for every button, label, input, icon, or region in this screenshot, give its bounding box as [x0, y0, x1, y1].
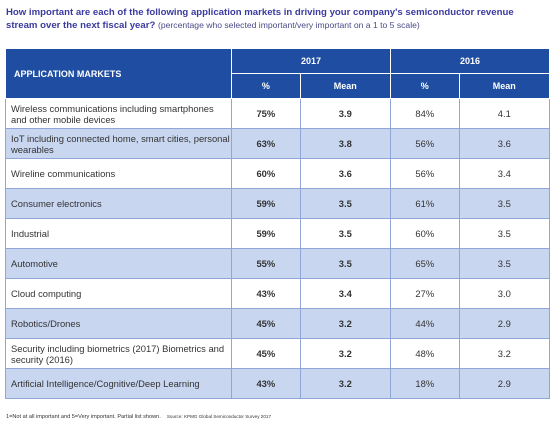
- value-cell: 3.4: [458, 158, 551, 189]
- market-cell: Cloud computing: [5, 278, 232, 309]
- value-cell: 3.6: [458, 128, 551, 159]
- value-cell: 3.5: [299, 248, 391, 279]
- value-cell: 18%: [389, 368, 460, 399]
- value-cell: 43%: [231, 278, 301, 309]
- title: How important are each of the following …: [6, 7, 546, 32]
- value-cell: 3.5: [458, 218, 551, 249]
- subheader-row: % Mean% Mean: [6, 73, 551, 99]
- value-cell: 3.2: [299, 338, 391, 369]
- market-cell: Robotics/Drones: [5, 308, 232, 339]
- market-cell: Wireless communications including smartp…: [5, 98, 232, 129]
- table-row: Industrial 59% 3.5 60% 3.5: [5, 218, 551, 249]
- table-body: Wireless communications including smartp…: [5, 98, 551, 399]
- value-cell: 45%: [231, 338, 301, 369]
- market-cell: Wireline communications: [5, 158, 232, 189]
- value-cell: 3.9: [299, 98, 391, 129]
- table-row: Consumer electronics 59% 3.5 61% 3.5: [5, 188, 551, 219]
- table-row: Robotics/Drones 45% 3.2 44% 2.9: [5, 308, 551, 339]
- note: (percentage who selected important/very …: [157, 20, 420, 30]
- question: How important are each of the following …: [6, 7, 514, 31]
- table-row: IoT including connected home, smart citi…: [5, 128, 551, 159]
- table-row: Artificial Intelligence/Cognitive/Deep L…: [5, 368, 551, 399]
- market-cell: Artificial Intelligence/Cognitive/Deep L…: [5, 368, 232, 399]
- value-cell: 59%: [231, 218, 301, 249]
- value-cell: 56%: [389, 158, 460, 189]
- value-cell: 3.2: [299, 368, 391, 399]
- subheader: %: [231, 73, 301, 99]
- value-cell: 61%: [389, 188, 460, 219]
- value-cell: 63%: [231, 128, 301, 159]
- value-cell: 3.5: [458, 188, 551, 219]
- market-cell: IoT including connected home, smart citi…: [5, 128, 232, 159]
- value-cell: 3.4: [299, 278, 391, 309]
- value-cell: 2.9: [458, 308, 551, 339]
- market-cell: Automotive: [5, 248, 232, 279]
- value-cell: 48%: [389, 338, 460, 369]
- value-cell: 3.2: [299, 308, 391, 339]
- market-cell: Security including biometrics (2017) Bio…: [5, 338, 232, 369]
- table-row: Cloud computing 43% 3.4 27% 3.0: [5, 278, 551, 309]
- market-cell: Consumer electronics: [5, 188, 232, 219]
- value-cell: 3.5: [458, 248, 551, 279]
- value-cell: 55%: [231, 248, 301, 279]
- value-cell: 44%: [389, 308, 460, 339]
- value-cell: 3.8: [299, 128, 391, 159]
- value-cell: 3.6: [299, 158, 391, 189]
- value-cell: 65%: [389, 248, 460, 279]
- value-cell: 27%: [389, 278, 460, 309]
- value-cell: 3.5: [299, 188, 391, 219]
- value-cell: 3.2: [458, 338, 551, 369]
- value-cell: 3.0: [458, 278, 551, 309]
- table-row: Wireless communications including smartp…: [5, 98, 551, 129]
- year-header: 2016: [389, 48, 551, 74]
- year-header: 2017: [231, 48, 391, 74]
- subheader: Mean: [299, 73, 391, 99]
- value-cell: 2.9: [458, 368, 551, 399]
- subheader: %: [389, 73, 460, 99]
- value-cell: 45%: [231, 308, 301, 339]
- value-cell: 56%: [389, 128, 460, 159]
- table-row: Automotive 55% 3.5 65% 3.5: [5, 248, 551, 279]
- value-cell: 84%: [389, 98, 460, 129]
- value-cell: 60%: [389, 218, 460, 249]
- source: Source: KPMG Global Semiconductor Survey…: [166, 414, 272, 419]
- value-cell: 59%: [231, 188, 301, 219]
- table: APPLICATION MARKETS 2017 2016 % Mean% Mean…: [5, 48, 551, 399]
- table-row: Wireline communications 60% 3.6 56% 3.4: [5, 158, 551, 189]
- subheader: Mean: [458, 73, 551, 99]
- value-cell: 43%: [231, 368, 301, 399]
- footnote-text: 1=Not at all important and 5=Very import…: [6, 414, 161, 420]
- value-cell: 60%: [231, 158, 301, 189]
- value-cell: 75%: [231, 98, 301, 129]
- value-cell: 4.1: [458, 98, 551, 129]
- header-label: APPLICATION MARKETS: [5, 48, 232, 99]
- value-cell: 3.5: [299, 218, 391, 249]
- market-cell: Industrial: [5, 218, 232, 249]
- footnote: 1=Not at all important and 5=Very import…: [6, 414, 271, 420]
- table-row: Security including biometrics (2017) Bio…: [5, 338, 551, 369]
